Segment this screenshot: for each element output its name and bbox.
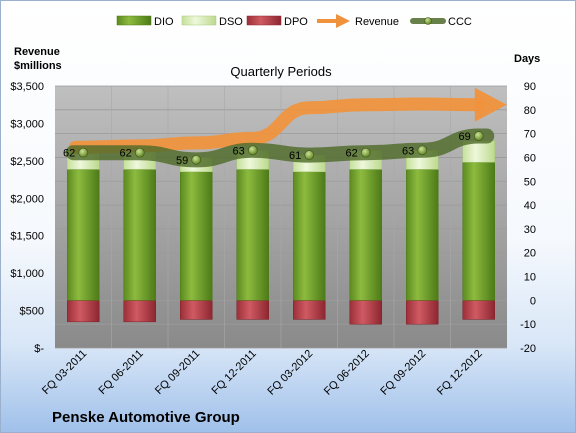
x-tick-4: FQ 03-2012 [265, 348, 315, 398]
right-tick-2: 0 [530, 295, 536, 307]
bar-dpo-3 [236, 300, 269, 320]
left-tick-6: $3,000 [10, 118, 44, 130]
ccc-label-2: 59 [176, 155, 188, 167]
bar-dio-0 [67, 169, 100, 301]
bar-dio-7 [462, 161, 495, 301]
left-tick-1: $500 [20, 306, 44, 318]
ccc-point-6 [417, 145, 428, 156]
right-tick-7: 50 [524, 176, 536, 188]
x-tick-1: FQ 06-2011 [96, 348, 145, 397]
legend: DIO DSO DPO Revenue CCC [116, 14, 472, 28]
right-tick-9: 70 [524, 129, 536, 141]
bar-dio-3 [236, 169, 269, 301]
x-tick-5: FQ 06-2012 [322, 348, 372, 398]
right-tick-0: -20 [520, 343, 536, 355]
bar-dio-2 [180, 171, 213, 301]
ccc-label-7: 69 [459, 131, 471, 143]
x-axis-ticks: FQ 03-2011 FQ 06-2011 FQ 09-2011 FQ 12-2011… [40, 348, 485, 398]
ccc-label-0: 62 [63, 148, 75, 160]
legend-dio-label: DIO [154, 16, 174, 28]
left-tick-3: $1,500 [10, 231, 44, 243]
right-tick-6: 40 [524, 200, 536, 212]
legend-dio-swatch [116, 15, 152, 26]
left-tick-7: $3,500 [10, 81, 44, 93]
bar-dpo-5 [349, 300, 382, 325]
right-axis-ticks: -20 -10 0 10 20 30 40 50 60 70 80 90 [520, 81, 536, 355]
bar-dpo-2 [180, 300, 213, 320]
legend-dpo-swatch [246, 15, 282, 26]
right-tick-4: 20 [524, 248, 536, 260]
ccc-layer: 62 62 59 63 61 62 63 69 [63, 128, 495, 168]
bar-dpo-1 [123, 300, 156, 323]
legend-dpo-label: DPO [284, 16, 308, 28]
bar-dpo-4 [293, 300, 326, 320]
left-tick-2: $1,000 [10, 268, 44, 280]
legend-revenue-label: Revenue [355, 16, 399, 28]
ccc-point-2 [191, 154, 202, 165]
bars-layer [67, 140, 495, 325]
x-tick-3: FQ 12-2011 [209, 348, 258, 397]
ccc-point-0 [78, 147, 89, 158]
ccc-point-3 [247, 145, 258, 156]
bar-dpo-6 [406, 300, 439, 325]
ccc-point-5 [360, 147, 371, 158]
left-tick-4: $2,000 [10, 193, 44, 205]
x-tick-0: FQ 03-2011 [40, 348, 89, 397]
right-axis-title: Days [514, 53, 540, 65]
right-tick-5: 30 [524, 224, 536, 236]
ccc-label-5: 62 [346, 148, 358, 160]
bar-dio-1 [123, 169, 156, 301]
legend-ccc-label: CCC [448, 16, 472, 28]
right-tick-1: -10 [520, 319, 536, 331]
bar-dpo-7 [462, 300, 495, 320]
ccc-label-4: 61 [289, 150, 301, 162]
ccc-label-6: 63 [402, 145, 414, 157]
bar-dio-6 [406, 169, 439, 301]
ccc-point-1 [134, 147, 145, 158]
left-axis-title-line2: $millions [14, 60, 62, 72]
left-tick-5: $2,500 [10, 156, 44, 168]
bar-dio-5 [349, 169, 382, 301]
left-axis-ticks: $- $500 $1,000 $1,500 $2,000 $2,500 $3,000 $3,5… [10, 81, 44, 355]
x-tick-2: FQ 09-2011 [153, 348, 202, 397]
bar-dio-4 [293, 171, 326, 301]
x-tick-7: FQ 12-2012 [435, 348, 485, 398]
right-tick-3: 10 [524, 272, 536, 284]
chart-title: Penske Automotive Group [52, 409, 240, 426]
legend-revenue-arrow [317, 14, 350, 28]
legend-ccc-marker [410, 17, 446, 25]
left-tick-0: $- [34, 343, 44, 355]
legend-dso-label: DSO [219, 16, 243, 28]
bar-dpo-0 [67, 300, 100, 323]
ccc-point-7 [473, 131, 484, 141]
ccc-label-1: 62 [120, 148, 132, 160]
ccc-label-3: 63 [233, 145, 245, 157]
chart-subtitle: Quarterly Periods [230, 64, 332, 79]
legend-dso-swatch [181, 15, 217, 26]
right-tick-8: 60 [524, 152, 536, 164]
x-tick-6: FQ 09-2012 [378, 348, 428, 398]
right-tick-11: 90 [524, 81, 536, 93]
left-axis-title-line1: Revenue [14, 46, 60, 58]
ccc-point-4 [304, 150, 315, 160]
revenue-arrow-head [474, 87, 507, 122]
right-tick-10: 80 [524, 105, 536, 117]
